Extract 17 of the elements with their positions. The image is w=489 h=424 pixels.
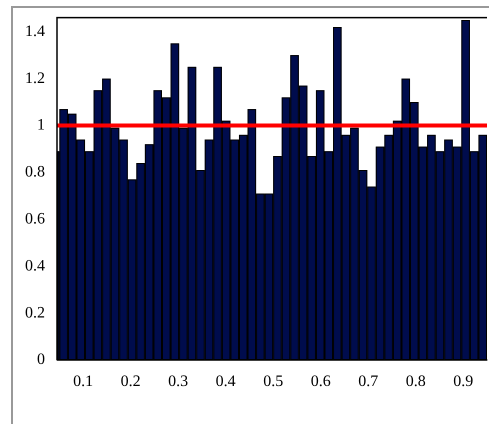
x-tick-label: 0.1	[73, 372, 94, 390]
y-tick-label: 0.2	[25, 304, 45, 322]
x-tick-label: 0.2	[120, 372, 141, 390]
x-tick-label: 0.8	[406, 372, 426, 390]
y-tick-label: 0.8	[25, 164, 45, 181]
y-tick-label: 1	[37, 116, 45, 134]
x-tick-label: 0.3	[168, 372, 188, 390]
x-tick-label: 0.4	[216, 372, 236, 390]
y-tick-label: 0.4	[25, 257, 45, 274]
x-tick-label: 0.5	[263, 372, 284, 390]
y-tick-label: 1.4	[25, 22, 45, 40]
x-tick-label: 0.6	[310, 372, 331, 390]
x-tick-label: 0.9	[453, 372, 474, 390]
y-tick-label: 0.6	[25, 210, 45, 228]
y-tick-label: 1.2	[25, 70, 45, 87]
y-tick-label: 0	[37, 351, 45, 368]
x-tick-label: 0.7	[358, 372, 378, 390]
